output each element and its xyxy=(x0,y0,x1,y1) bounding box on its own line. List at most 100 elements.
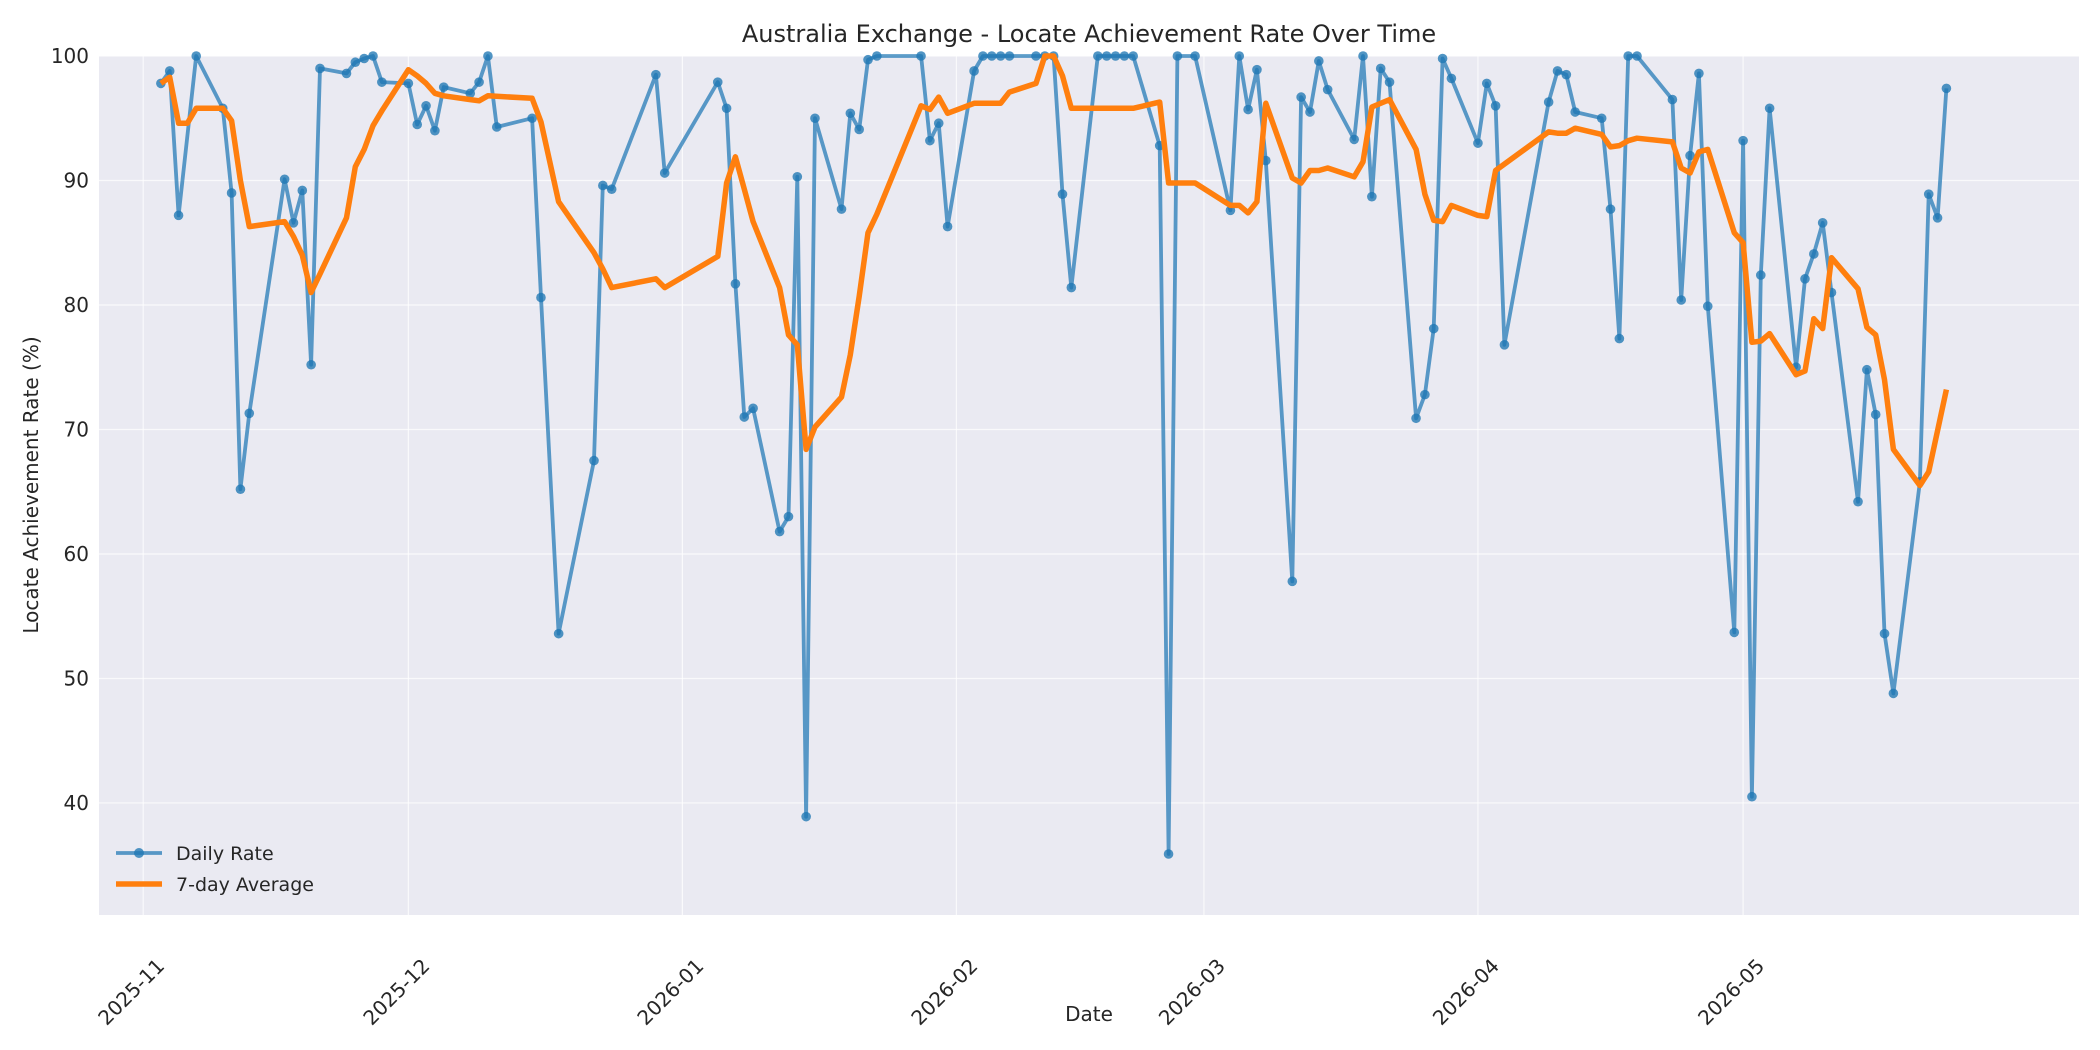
daily-rate-point xyxy=(191,51,202,61)
daily-rate-point xyxy=(836,204,847,214)
y-tick-label: 70 xyxy=(64,417,89,441)
daily-rate-point xyxy=(872,51,882,61)
daily-rate-point xyxy=(774,526,785,537)
daily-rate-point xyxy=(315,63,325,74)
y-axis-label: Locate Achievement Rate (%) xyxy=(19,336,43,633)
daily-rate-point xyxy=(1623,51,1633,61)
daily-rate-point xyxy=(306,359,316,370)
x-tick-label: 2026-03 xyxy=(1154,954,1230,1030)
grid xyxy=(99,55,2079,915)
daily-rate-point xyxy=(1800,274,1810,284)
daily-rate-point xyxy=(350,57,361,68)
x-tick-label: 2026-02 xyxy=(906,954,982,1030)
daily-rate-point xyxy=(226,188,237,198)
daily-rate-point xyxy=(1066,282,1077,293)
daily-rate-point xyxy=(1729,627,1740,638)
daily-rate-point xyxy=(1305,107,1315,117)
daily-rate-point xyxy=(801,811,811,822)
daily-rate-point xyxy=(995,51,1006,61)
y-tick-label: 50 xyxy=(64,666,89,690)
x-tick-label: 2025-11 xyxy=(93,954,169,1030)
daily-rate-point xyxy=(536,292,546,303)
daily-rate-point xyxy=(854,124,864,135)
daily-rate-point xyxy=(1358,51,1368,61)
daily-rate-point xyxy=(1473,138,1483,148)
daily-rate-point xyxy=(1093,51,1103,61)
daily-rate-point xyxy=(659,168,670,178)
daily-rate-point xyxy=(1932,213,1943,223)
daily-rate-point xyxy=(553,628,564,639)
daily-rate-point xyxy=(1676,295,1687,305)
daily-rate-point xyxy=(606,184,617,195)
daily-rate-point xyxy=(438,82,449,92)
daily-rate-point xyxy=(368,51,378,61)
daily-rate-point xyxy=(1870,409,1881,420)
daily-rate-point xyxy=(288,218,299,228)
daily-rate-point xyxy=(1862,364,1872,375)
daily-rate-point xyxy=(1879,628,1890,639)
daily-rate-point xyxy=(1499,340,1510,350)
daily-rate-point xyxy=(527,113,537,124)
daily-rate-point xyxy=(712,77,723,87)
daily-rate-point xyxy=(279,174,290,185)
daily-rate-point xyxy=(1702,301,1713,312)
daily-rate-point xyxy=(474,77,484,87)
daily-rate-point xyxy=(1570,107,1580,117)
chart-title: Australia Exchange - Locate Achievement … xyxy=(742,20,1436,48)
daily-rate-point xyxy=(1031,51,1041,61)
daily-rate-point xyxy=(377,77,387,87)
daily-rate-point xyxy=(925,135,935,146)
daily-rate-point xyxy=(1367,191,1377,202)
daily-rate-point xyxy=(1747,791,1757,802)
seven-day-average-line xyxy=(159,53,1950,489)
daily-rate-point xyxy=(810,113,820,124)
daily-rate-point xyxy=(1809,249,1819,259)
daily-rate-point xyxy=(969,66,979,76)
daily-rate-point xyxy=(1234,51,1245,61)
daily-rate-point xyxy=(1314,56,1324,66)
daily-rate-point xyxy=(164,66,175,76)
daily-rate-point xyxy=(1349,134,1359,145)
daily-rate-point xyxy=(297,185,308,196)
daily-rate-point xyxy=(1252,64,1262,75)
daily-rate-point xyxy=(1888,688,1899,699)
daily-rate-point xyxy=(1853,496,1863,507)
daily-rate-point xyxy=(244,408,255,419)
daily-rate-point xyxy=(1101,51,1112,61)
x-axis-label: Date xyxy=(1065,1002,1113,1026)
daily-rate-point xyxy=(1190,51,1200,61)
y-tick-label: 60 xyxy=(64,542,89,566)
series-layer xyxy=(156,51,1952,859)
legend-daily-label: Daily Rate xyxy=(176,843,274,865)
daily-rate-point xyxy=(1420,389,1430,400)
daily-rate-point xyxy=(1817,218,1828,228)
daily-rate-point xyxy=(1738,135,1748,146)
daily-rate-point xyxy=(1110,51,1121,61)
daily-rate-point xyxy=(1694,68,1704,79)
daily-rate-point xyxy=(1172,51,1183,61)
daily-rate-point xyxy=(986,51,997,61)
daily-rate-point xyxy=(721,103,732,114)
daily-rate-point xyxy=(1163,849,1174,859)
daily-rate-point xyxy=(739,412,750,422)
daily-rate-point xyxy=(1614,333,1625,344)
daily-rate-point xyxy=(341,68,352,79)
daily-rate-point xyxy=(1552,66,1563,76)
plot-background xyxy=(99,56,2079,915)
x-tick-label: 2026-05 xyxy=(1693,954,1769,1030)
y-tick-label: 100 xyxy=(51,44,89,68)
daily-rate-point xyxy=(589,455,599,466)
daily-rate-point xyxy=(1446,73,1457,84)
daily-rate-point xyxy=(916,51,926,61)
legend: Daily Rate 7-day Average xyxy=(116,843,314,896)
daily-rate-point xyxy=(730,279,741,289)
daily-rate-point xyxy=(845,108,856,119)
legend-daily-marker xyxy=(134,848,144,858)
daily-rate-point xyxy=(1243,104,1253,115)
daily-rate-point xyxy=(748,403,758,414)
y-tick-label: 90 xyxy=(64,168,89,192)
daily-rate-point xyxy=(1941,83,1952,94)
daily-rate-point xyxy=(1561,69,1572,80)
daily-rate-point xyxy=(792,171,803,182)
daily-rate-point xyxy=(1632,51,1642,61)
